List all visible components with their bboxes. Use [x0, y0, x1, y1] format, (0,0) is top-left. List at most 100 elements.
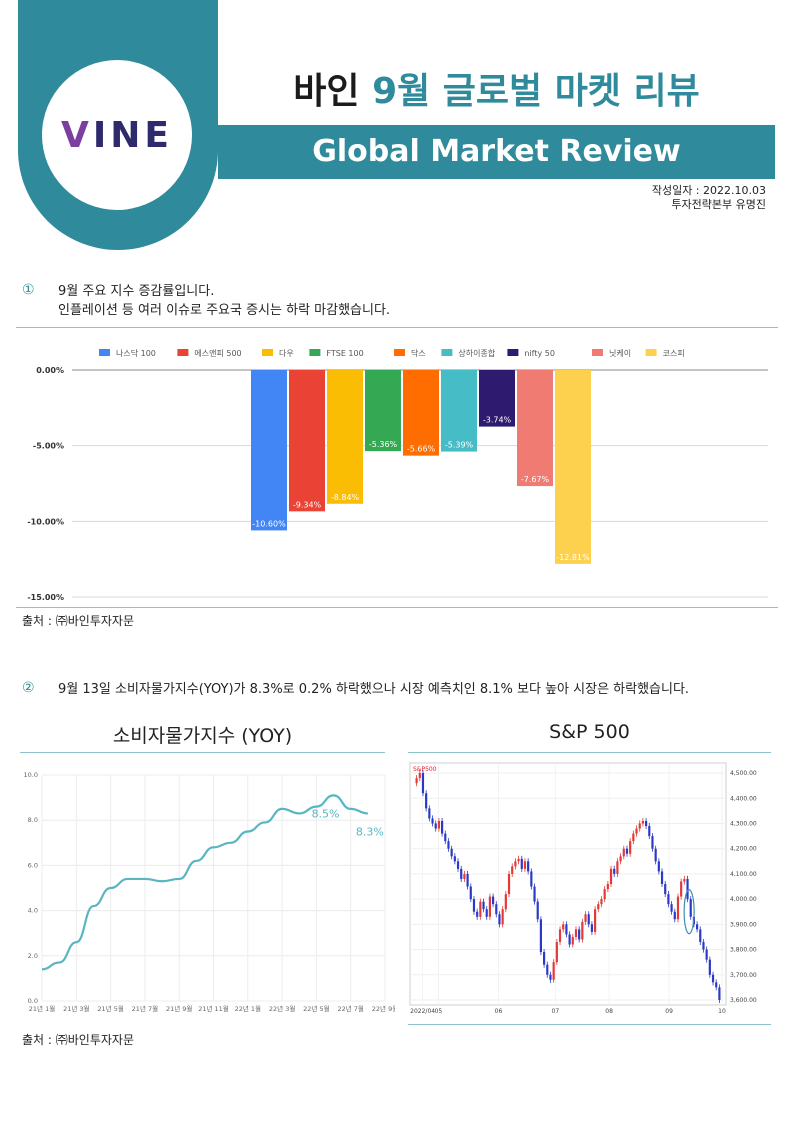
x-tick-label: 22년 7월 — [337, 1004, 363, 1013]
candle — [485, 909, 488, 917]
candle — [527, 861, 530, 872]
section1-source: 출처 : ㈜바인투자자문 — [22, 614, 134, 628]
candle — [533, 886, 536, 902]
x-tick-label: 08 — [605, 1008, 613, 1015]
candle — [517, 858, 520, 862]
y-tick-label: -5.00% — [33, 442, 64, 451]
candle — [705, 949, 708, 960]
legend-label: 다우 — [279, 349, 294, 358]
candle — [546, 964, 549, 975]
section1-divider — [16, 327, 778, 328]
section1-line2: 인플레이션 등 여러 이슈로 주요국 증시는 하락 마감했습니다. — [58, 303, 391, 318]
candle — [651, 836, 654, 849]
candle — [574, 929, 578, 937]
x-tick-label: 06 — [495, 1008, 503, 1015]
candle — [670, 904, 673, 912]
y-tick-label: 4.0 — [28, 907, 38, 915]
legend-label: nifty 50 — [524, 349, 555, 358]
bar — [555, 370, 591, 564]
candle — [600, 899, 603, 905]
title-brand: 바인 — [293, 71, 360, 112]
candle — [578, 929, 581, 940]
document-meta: 작성일자 : 2022.10.03 투자전략본부 유명진 — [652, 184, 766, 212]
candle — [711, 974, 715, 983]
candle — [603, 889, 606, 900]
legend-swatch — [507, 349, 519, 356]
y-tick-label: 4,200.00 — [730, 846, 757, 853]
candle — [460, 868, 463, 879]
logo-circle — [42, 60, 192, 210]
plot-area — [409, 762, 727, 1006]
candle — [657, 861, 660, 872]
candle — [606, 884, 609, 890]
legend-label: FTSE 100 — [326, 349, 363, 358]
y-tick-label: 0.0 — [28, 997, 38, 1005]
candle — [632, 833, 635, 842]
bar — [441, 370, 477, 452]
sp500-chart-title: S&P 500 — [549, 721, 630, 743]
section2-source: 출처 : ㈜바인투자자문 — [22, 1033, 134, 1047]
y-tick-label: 0.00% — [36, 366, 64, 375]
legend-swatch — [262, 349, 273, 356]
title-main: 9월 글로벌 마켓 리뷰 — [372, 71, 700, 112]
candle — [472, 899, 476, 912]
bar-value-label: -8.84% — [331, 493, 360, 502]
y-tick-label: 4,400.00 — [730, 795, 757, 802]
bar — [251, 370, 287, 531]
date-label: 작성일자 : 2022.10.03 — [651, 184, 766, 197]
section1-number: ① — [22, 282, 35, 298]
bar-value-label: -5.39% — [445, 441, 474, 450]
candle — [571, 936, 574, 945]
candle — [434, 823, 437, 829]
candle — [507, 873, 511, 895]
candle — [441, 820, 444, 834]
y-tick-label: 3,800.00 — [730, 947, 757, 954]
bar-value-label: -5.66% — [407, 445, 436, 454]
candle — [664, 884, 667, 895]
x-tick-label: 21년 3월 — [63, 1004, 89, 1013]
candle — [689, 899, 692, 917]
x-tick-label: 21년 5월 — [97, 1004, 123, 1013]
annotation-label: 8.3% — [356, 825, 384, 838]
candle — [463, 873, 466, 879]
candle — [622, 848, 625, 857]
bar — [289, 370, 325, 512]
candle — [450, 848, 453, 857]
candle — [625, 848, 629, 854]
subtitle-bar — [218, 125, 775, 179]
candle — [590, 924, 593, 932]
candle — [673, 911, 676, 920]
candle — [498, 914, 501, 925]
section2-number: ② — [22, 680, 35, 696]
legend-swatch — [394, 349, 405, 356]
bar — [479, 370, 515, 427]
x-tick-label: 21년 1월 — [29, 1004, 55, 1013]
candle — [613, 868, 616, 874]
x-tick-label: 22년 9월 — [372, 1004, 395, 1013]
legend-swatch — [441, 349, 453, 356]
bar-value-label: -9.34% — [293, 500, 322, 509]
candle — [511, 866, 514, 874]
x-tick-label: 21년 11월 — [198, 1004, 229, 1013]
candle — [667, 894, 670, 905]
legend-label: 닥스 — [411, 348, 426, 358]
x-tick-label: 22년 5월 — [303, 1004, 329, 1013]
legend-swatch — [592, 349, 603, 356]
candle — [629, 841, 632, 854]
legend-label: 닛케이 — [609, 348, 631, 358]
legend-swatch — [177, 349, 189, 356]
y-tick-label: 4,000.00 — [730, 896, 757, 903]
cpi-series-line — [41, 794, 368, 971]
y-tick-label: 3,600.00 — [730, 997, 757, 1004]
y-tick-label: 10.0 — [24, 771, 38, 779]
legend-label: 상하이종합 — [458, 348, 495, 358]
y-tick-label: 6.0 — [28, 861, 38, 869]
legend-swatch — [309, 349, 321, 356]
sp500-bottom-divider — [408, 1024, 771, 1025]
candle — [641, 820, 644, 824]
candle — [660, 871, 664, 884]
y-tick-label: 3,900.00 — [730, 921, 757, 928]
bar-value-label: -10.60% — [252, 519, 286, 528]
candle — [421, 773, 425, 794]
candle — [520, 858, 523, 869]
